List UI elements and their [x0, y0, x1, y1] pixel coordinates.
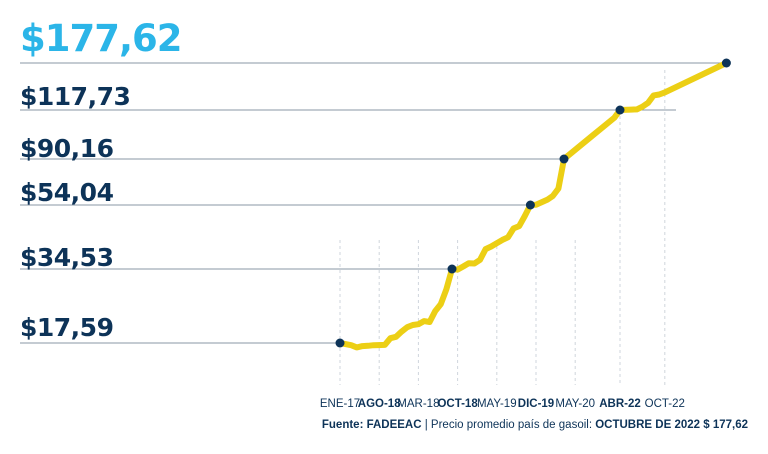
level-label-90: $90,16 [20, 134, 114, 163]
source-highlight: OCTUBRE DE 2022 $ 177,62 [595, 419, 748, 431]
level-label-17: $17,59 [20, 313, 114, 342]
source-description: | Precio promedio país de gasoil: [421, 419, 596, 431]
marker-point-4 [615, 105, 625, 115]
marker-point-5 [721, 58, 731, 68]
markers [335, 58, 731, 348]
tick-label-1: AGO-18 [358, 398, 401, 410]
tick-label-7: ABR-22 [599, 398, 641, 410]
tick-label-8: OCT-22 [645, 398, 685, 410]
marker-point-2 [525, 200, 535, 210]
source-name: Fuente: FADEEAC [321, 419, 422, 431]
marker-point-1 [447, 264, 457, 274]
source-note: Fuente: FADEEAC | Precio promedio país d… [322, 419, 748, 431]
level-label-54: $54,04 [20, 178, 114, 207]
level-label-34: $34,53 [20, 243, 114, 272]
tick-label-6: MAY-20 [555, 398, 595, 410]
marker-point-0 [335, 338, 345, 348]
marker-point-3 [559, 154, 569, 164]
tick-label-5: DIC-19 [518, 398, 554, 410]
reference-lines [20, 62, 727, 344]
tick-label-3: OCT-18 [437, 398, 478, 410]
vertical-guides [339, 70, 666, 385]
level-label-117: $117,73 [20, 82, 131, 111]
tick-label-4: MAY-19 [477, 398, 517, 410]
highlight-value-label: $177,62 [20, 17, 183, 60]
tick-label-2: MAR-18 [397, 398, 439, 410]
tick-label-0: ENE-17 [320, 398, 360, 410]
